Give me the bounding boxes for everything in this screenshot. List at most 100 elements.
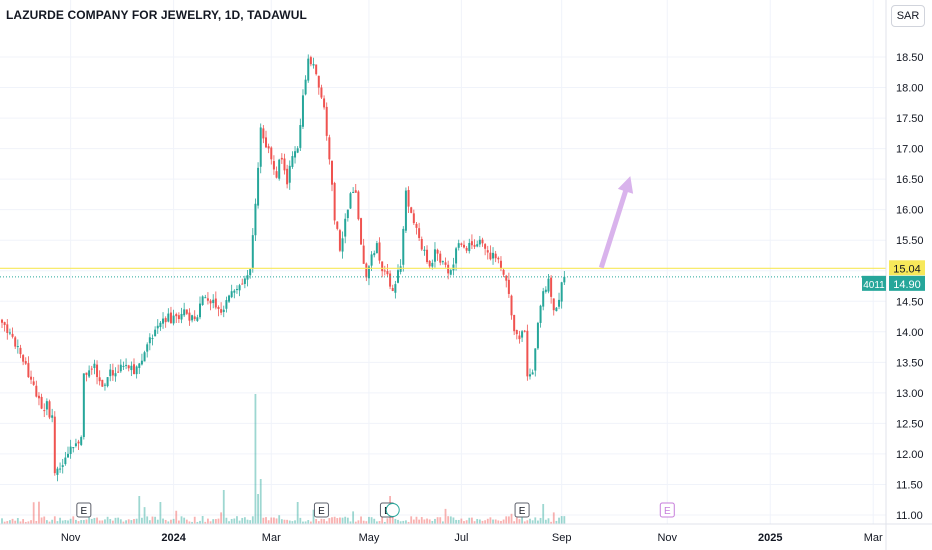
candle-body	[177, 315, 180, 320]
candle-body	[125, 364, 128, 366]
volume-bar	[537, 520, 539, 524]
volume-badge-label: 4011	[863, 280, 885, 291]
volume-bar	[402, 520, 405, 524]
projection-arrow[interactable]	[598, 176, 634, 269]
earnings-marker[interactable]	[313, 502, 329, 518]
volume-bar	[439, 517, 442, 524]
candle-body	[531, 372, 534, 375]
volume-bar	[307, 520, 310, 524]
candle-body	[148, 337, 151, 344]
candle-body	[80, 437, 83, 445]
candle-body	[381, 261, 384, 272]
candle-body	[286, 168, 289, 185]
volume-bar	[449, 516, 452, 524]
volume-bar	[291, 521, 294, 524]
candle-body	[312, 64, 315, 66]
earnings-marker[interactable]	[659, 502, 675, 518]
candle-body	[394, 284, 397, 293]
candle-body	[542, 291, 545, 307]
volume-bar	[357, 520, 360, 524]
volume-bar	[243, 517, 246, 524]
candle-body	[391, 288, 394, 292]
candle-body	[489, 252, 492, 260]
volume-bar	[405, 520, 407, 524]
candle-body	[470, 241, 473, 246]
volume-bar	[64, 520, 67, 524]
candle-body	[241, 283, 244, 285]
volume-bar	[465, 520, 468, 524]
volume-bar	[354, 521, 357, 524]
candle-body	[24, 361, 27, 364]
candle-body	[473, 244, 476, 247]
currency-button[interactable]: SAR	[891, 5, 925, 27]
x-tick-label: 2024	[161, 532, 186, 544]
candle-body	[1, 319, 3, 323]
candle-body	[497, 257, 500, 260]
volume-bar	[151, 516, 154, 524]
volume-bar	[56, 521, 59, 524]
candle-body	[291, 156, 294, 167]
candle-body	[235, 288, 238, 291]
volume-bar	[217, 518, 220, 524]
candle-body	[278, 159, 281, 179]
volume-bar	[238, 520, 241, 524]
volume-bar	[180, 516, 183, 524]
level-badge	[889, 260, 925, 276]
volume-bar	[397, 519, 399, 524]
candle-body	[486, 250, 489, 253]
candle-body	[412, 213, 415, 224]
volume-bar	[296, 502, 299, 524]
volume-bar	[16, 518, 19, 524]
volume-bar	[309, 521, 312, 524]
dividend-marker[interactable]	[385, 503, 400, 517]
candle-body	[14, 337, 17, 347]
candle-body	[325, 106, 328, 136]
volume-bar	[515, 517, 518, 524]
volume-bar	[156, 519, 159, 524]
volume-bar	[233, 518, 236, 524]
candle-body	[206, 298, 209, 301]
earnings-marker[interactable]	[514, 502, 530, 518]
volume-bar	[75, 519, 77, 524]
candle-body	[8, 332, 11, 334]
volume-bar	[236, 516, 238, 524]
volume-bar	[90, 518, 93, 524]
x-tick-label: Sep	[552, 532, 572, 544]
candle-body	[367, 266, 370, 279]
candle-body	[156, 325, 159, 329]
candle-body	[523, 330, 526, 332]
candle-body	[431, 262, 434, 267]
candle-body	[254, 203, 257, 236]
candle-body	[407, 190, 410, 207]
volume-bar	[304, 521, 307, 524]
volume-bar	[333, 516, 336, 524]
candle-body	[426, 249, 429, 263]
candle-body	[397, 270, 399, 283]
volume-bar	[370, 517, 373, 524]
earnings-marker-label: E	[519, 506, 526, 517]
candle-body	[309, 57, 312, 65]
candle-body	[539, 305, 542, 323]
volume-bar	[547, 518, 550, 524]
volume-bar	[230, 518, 233, 524]
candle-body	[465, 247, 468, 251]
volume-bar	[521, 516, 523, 524]
candle-body	[59, 468, 62, 470]
earnings-marker[interactable]	[76, 502, 92, 518]
volume-bar	[286, 519, 289, 524]
candle-body	[37, 395, 40, 399]
candle-body	[98, 377, 101, 382]
volume-bar	[51, 519, 54, 524]
volume-bar	[251, 516, 254, 524]
volume-bar	[428, 519, 431, 524]
volume-bar	[552, 512, 555, 524]
candle-body	[338, 230, 341, 251]
volume-bar	[267, 520, 270, 524]
volume-bar	[468, 517, 471, 524]
volume-bar	[542, 504, 545, 524]
volume-bar	[143, 507, 146, 524]
volume-bar	[394, 518, 397, 524]
earnings-marker-label: E	[81, 506, 88, 517]
